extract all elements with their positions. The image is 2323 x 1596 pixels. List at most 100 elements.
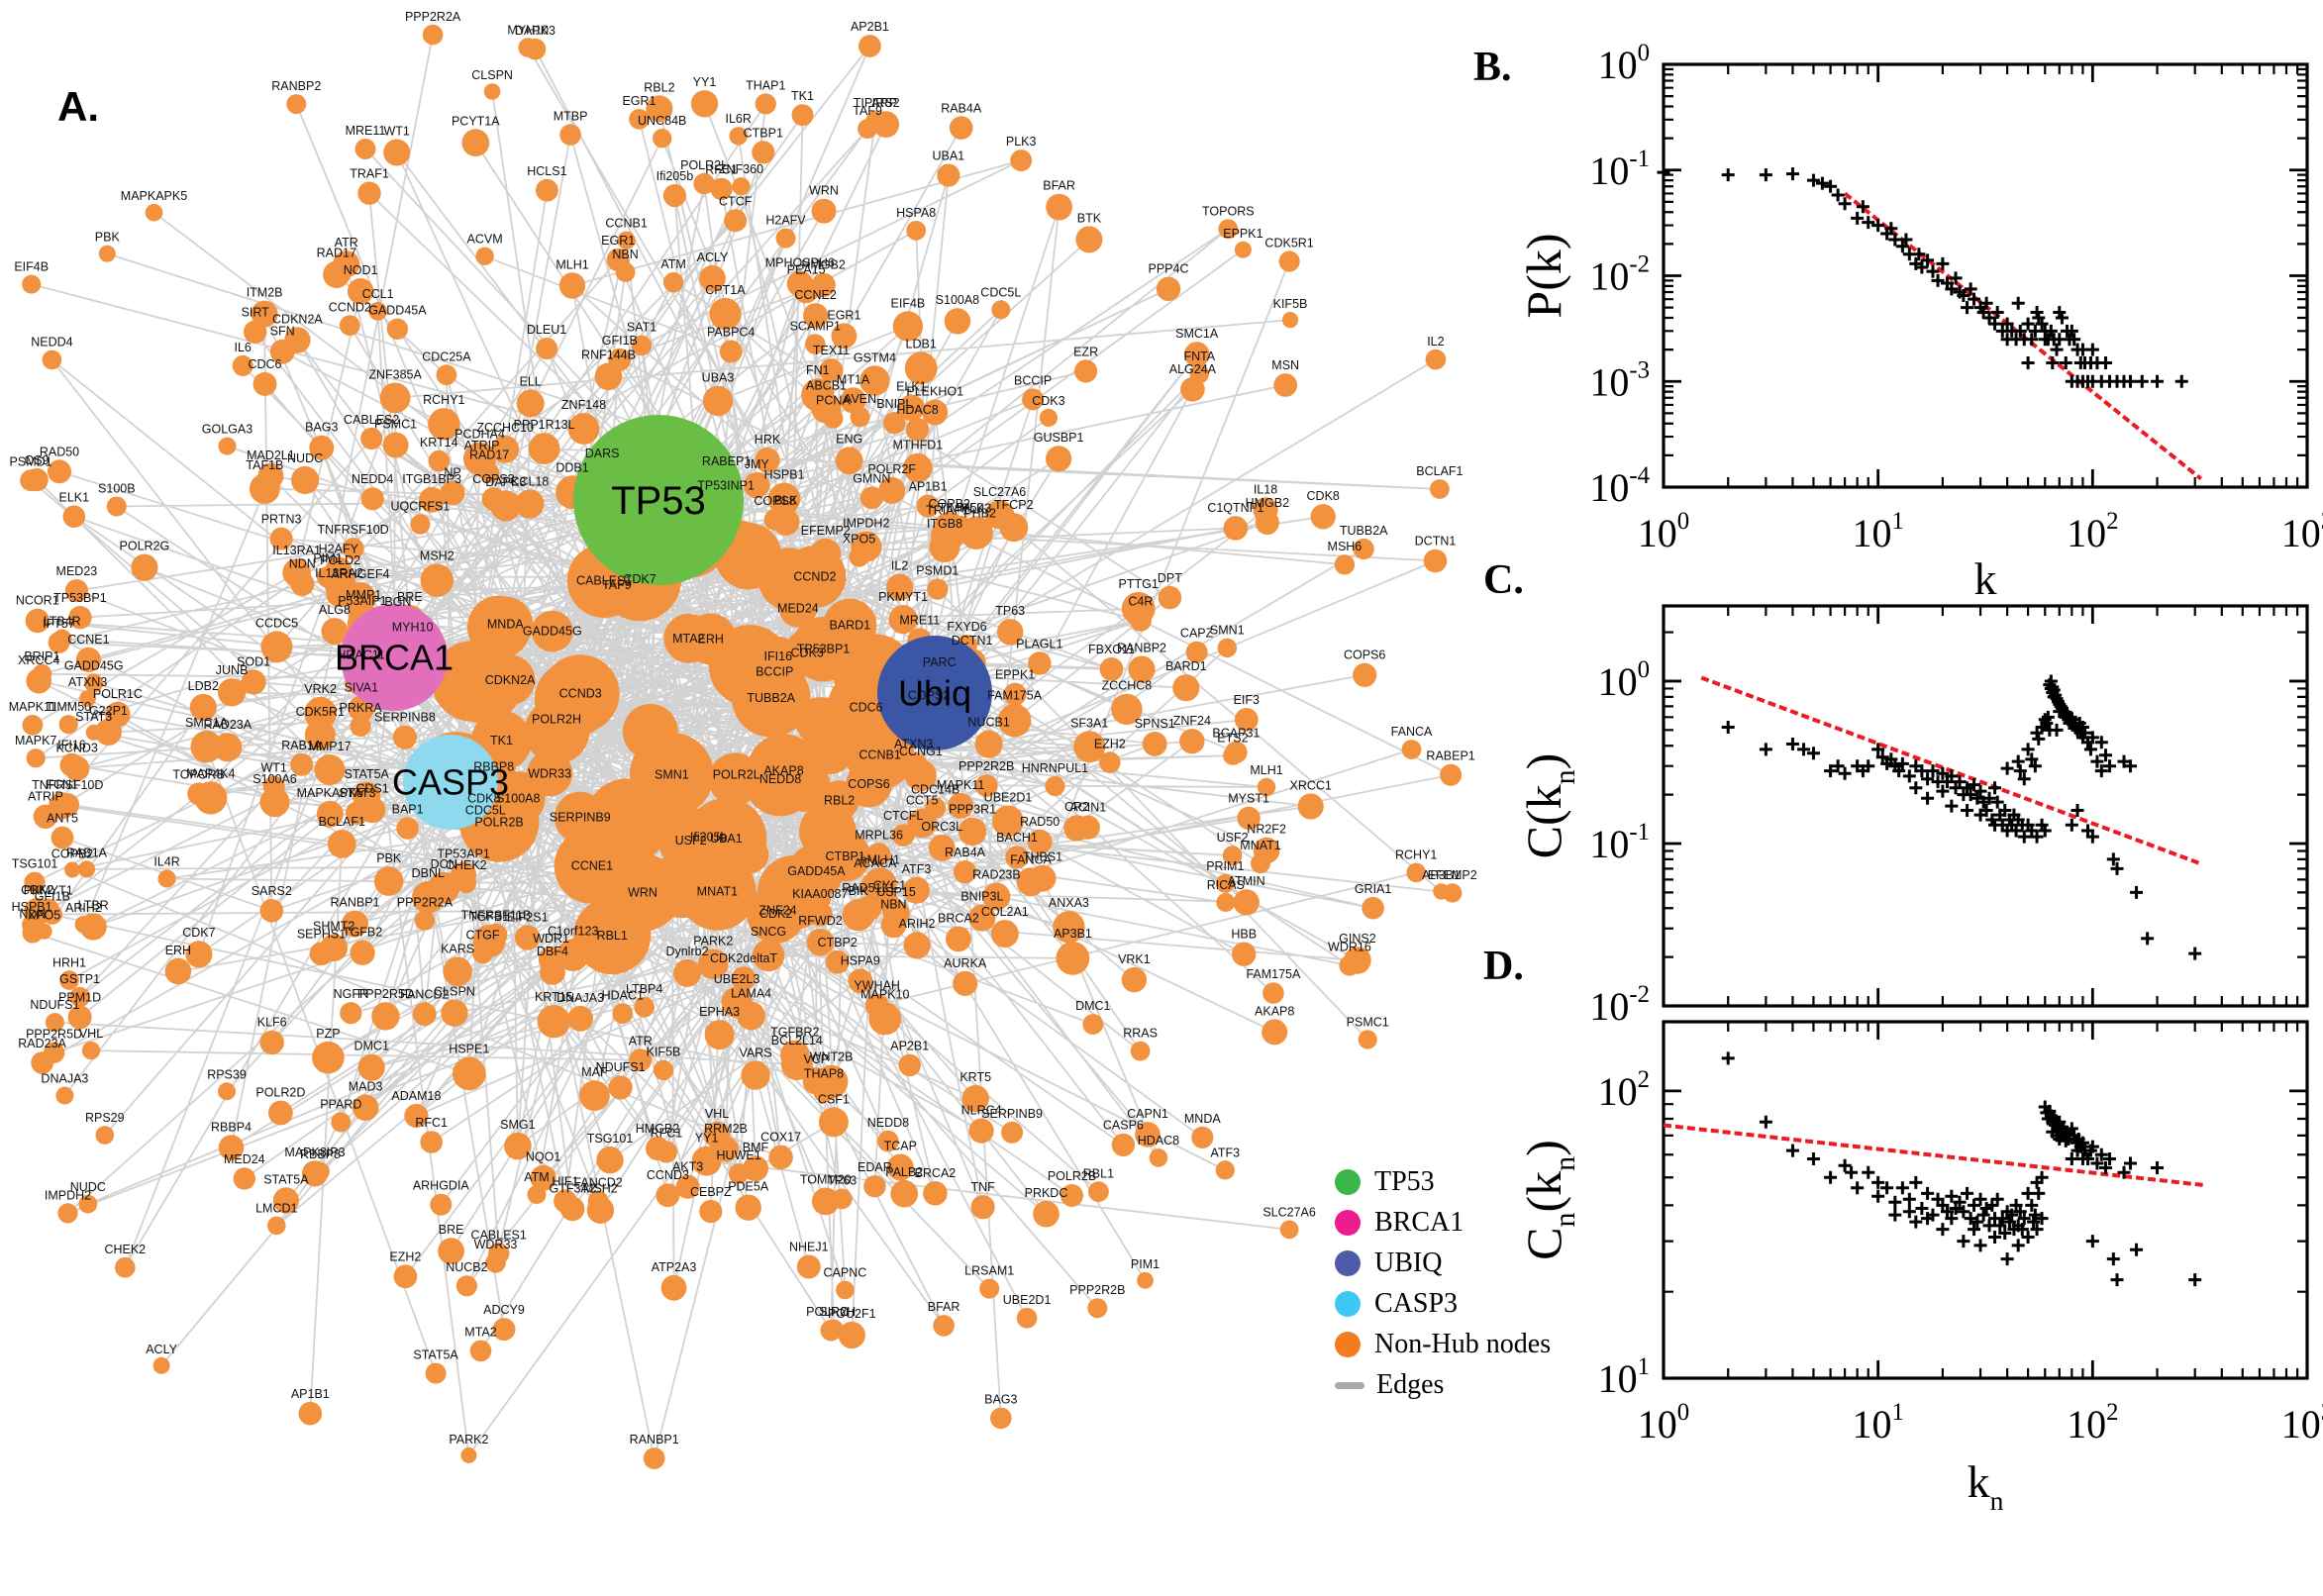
gene-label: ABCB1 (806, 378, 847, 392)
network-node (1353, 538, 1374, 560)
gene-label: KRT14 (420, 436, 458, 449)
gene-label: POLR2B (474, 815, 523, 829)
gene-label: SMN1 (655, 767, 689, 781)
gene-label: ARHGDIA (413, 1179, 470, 1193)
gene-label: HDAC11 (337, 648, 384, 662)
gene-label: ATR (629, 1034, 653, 1047)
gene-label: SERPINB8 (374, 711, 436, 725)
gene-label: PPP2R2A (405, 10, 461, 24)
network-node (719, 340, 743, 363)
network-node (643, 1447, 665, 1469)
gene-label: MTA2 (464, 1326, 496, 1340)
gene-label: TFCP2 (994, 498, 1034, 512)
network-node (320, 934, 349, 962)
gene-label: ITGB8 (927, 517, 962, 531)
gene-label: SNCG (751, 925, 786, 939)
network-node (1135, 1122, 1161, 1147)
gene-label: KIAA0087 (792, 887, 848, 901)
legend-item-non-hub-nodes: Non-Hub nodes (1335, 1329, 1551, 1360)
legend-label: TP53 (1374, 1166, 1435, 1197)
gene-label: ELK1 (896, 380, 927, 394)
network-node (252, 371, 277, 396)
axis-title: kn (1968, 1456, 2004, 1516)
tick-label: 100 (1598, 40, 1650, 87)
legend-label: CASP3 (1374, 1288, 1459, 1319)
gene-label: NUCB2 (446, 1260, 487, 1274)
gene-label: SMC1A (1175, 327, 1219, 341)
gene-label: ETS2 (1217, 731, 1248, 745)
legend-label: BRCA1 (1374, 1207, 1464, 1238)
network-node (968, 904, 996, 932)
network-node (704, 1020, 735, 1050)
network-node (233, 1167, 255, 1190)
gene-label: MTA2 (672, 632, 704, 646)
gene-label: IL2 (1427, 335, 1444, 349)
gene-label: DNAJA3 (41, 1072, 88, 1086)
gene-label: BCCIP (756, 665, 793, 679)
gene-label: TIPARP (854, 96, 897, 110)
gene-label: TGFB2 (343, 926, 382, 940)
gene-label: CDK8 (1307, 489, 1340, 503)
gene-label: RAD17 (469, 448, 509, 461)
gene-label: EGR1 (601, 234, 635, 248)
gene-label: BACH1 (996, 831, 1038, 845)
gene-label: MTBP (554, 109, 588, 123)
network-node (342, 910, 368, 938)
network-node (907, 808, 937, 839)
network-node (608, 1075, 633, 1100)
network-node (1111, 1133, 1136, 1157)
network-node (933, 1315, 955, 1337)
gene-label: GFI1B (35, 889, 70, 903)
network-node (441, 999, 468, 1027)
network-node (189, 693, 217, 722)
gene-label: STAT5A (345, 767, 390, 781)
gene-label: WT1 (261, 761, 287, 775)
gene-label: BARD1 (1165, 659, 1207, 673)
gene-label: TP53INP1 (697, 479, 755, 493)
network-node (311, 1161, 330, 1181)
network-node (422, 24, 444, 46)
gene-label: AP1B1 (909, 480, 948, 494)
network-node (22, 274, 42, 294)
gene-label: CLSPN (434, 985, 475, 999)
network-node (1185, 641, 1208, 663)
gene-label: RAB4A (945, 846, 986, 859)
network-node (428, 871, 460, 904)
gene-label: PCDHA4 (454, 428, 505, 442)
gene-label: ENG (836, 433, 862, 447)
hub-nodes (341, 415, 992, 830)
gene-label: CCNE1 (67, 633, 109, 647)
gene-label: FANCD2 (573, 1176, 622, 1190)
network-node (360, 487, 384, 511)
gene-label: DMC1 (354, 1040, 388, 1053)
network-node (59, 752, 84, 777)
gene-label: ARIH2 (899, 917, 936, 931)
gene-label: MMP1 (346, 588, 381, 602)
gene-label: ATXN3 (68, 675, 107, 689)
network-node (709, 297, 742, 331)
network-node (232, 354, 253, 376)
network-node (903, 452, 933, 483)
network-node (67, 1005, 92, 1030)
gene-label: BFAR (1043, 179, 1075, 193)
gene-label: PPP2R5D (357, 987, 414, 1001)
network-node (1001, 1121, 1024, 1144)
gene-label: BFAR (928, 1300, 960, 1314)
gene-label: SAT1 (627, 321, 656, 335)
hub-brca1-node (341, 604, 448, 711)
gene-label: PABPC4 (707, 326, 755, 340)
tick-label: 102 (1598, 1066, 1650, 1114)
network-node (59, 970, 79, 990)
gene-label: PCYT1A (452, 114, 500, 128)
network-node (673, 958, 701, 987)
gene-label: TSG101 (12, 857, 58, 871)
gene-label: CDC5L (980, 285, 1021, 299)
gene-label: MTHFD1 (893, 439, 944, 452)
gene-label: CDK7 (182, 926, 215, 940)
gene-label: SEPHS1 (297, 927, 346, 941)
gene-label: ARHGEF4 (331, 567, 389, 581)
network-node (491, 435, 520, 463)
gene-label: MLH1 (556, 257, 588, 271)
gene-label: WNT2B (810, 1050, 854, 1064)
